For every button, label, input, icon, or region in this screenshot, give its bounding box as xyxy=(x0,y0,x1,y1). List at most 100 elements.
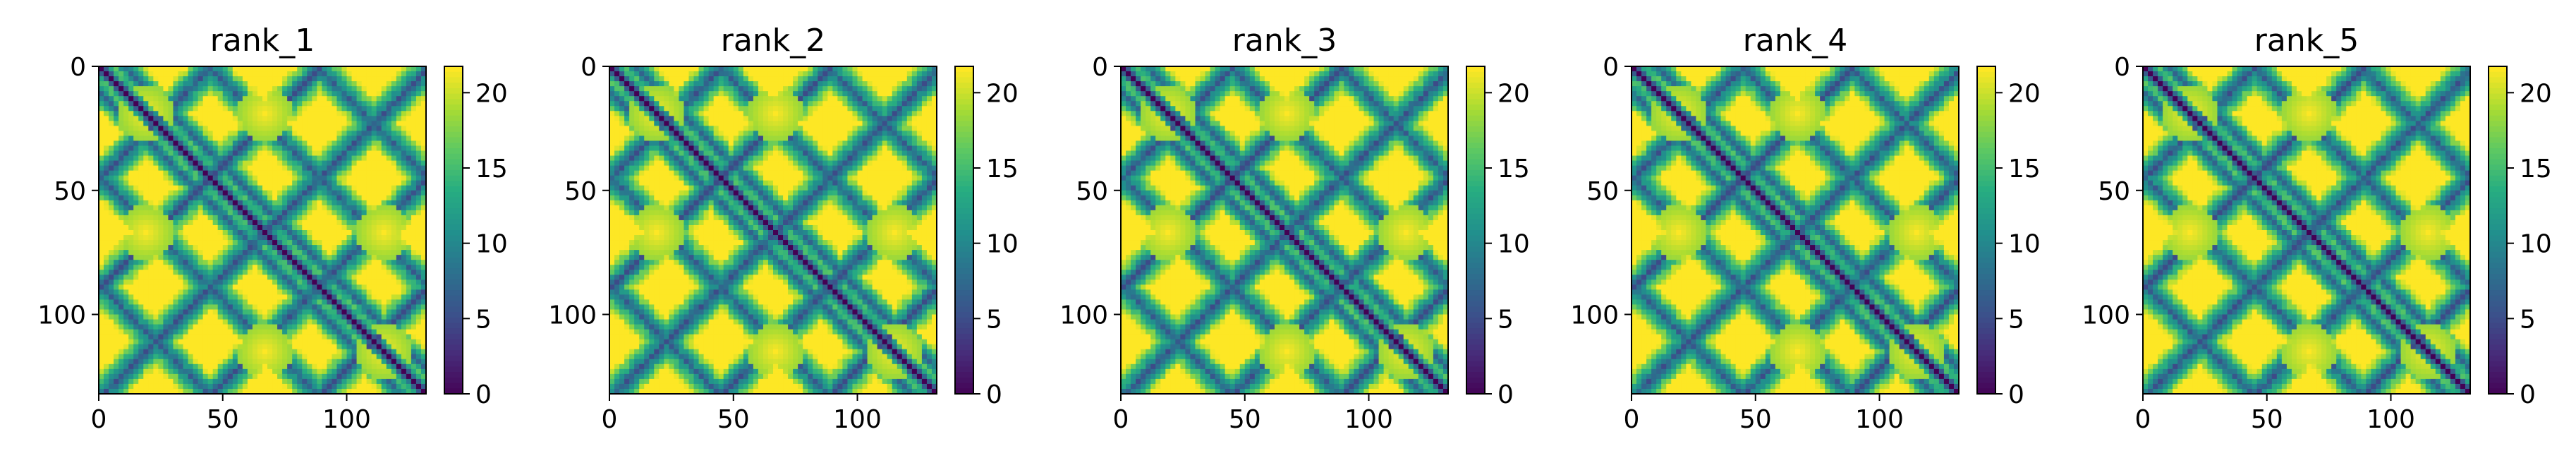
heatmap-cell xyxy=(242,101,248,107)
heatmap-cell xyxy=(624,106,630,112)
heatmap-cell xyxy=(822,71,828,77)
heatmap-cell xyxy=(262,270,268,275)
heatmap-cell xyxy=(262,190,268,196)
heatmap-cell xyxy=(119,270,124,275)
heatmap-cell xyxy=(262,359,268,365)
heatmap-cell xyxy=(282,106,288,112)
heatmap-cell xyxy=(217,284,224,290)
heatmap-cell xyxy=(133,190,139,196)
heatmap-cell xyxy=(198,185,204,191)
heatmap-cell xyxy=(262,309,268,315)
heatmap-cell xyxy=(123,66,129,72)
heatmap-cell xyxy=(420,334,427,340)
heatmap-cell xyxy=(282,284,288,290)
heatmap-cell xyxy=(302,121,308,126)
heatmap-cell xyxy=(366,314,372,320)
heatmap-cell xyxy=(267,205,273,211)
heatmap-cell xyxy=(148,205,154,211)
heatmap-cell xyxy=(173,165,179,172)
heatmap-cell xyxy=(788,71,794,77)
heatmap-cell xyxy=(351,235,358,241)
heatmap-cell xyxy=(277,131,283,137)
heatmap-cell xyxy=(693,86,700,92)
heatmap-cell xyxy=(158,215,164,221)
heatmap-cell xyxy=(109,205,114,211)
heatmap-cell xyxy=(277,275,283,280)
heatmap-cell xyxy=(361,245,367,251)
heatmap-cell xyxy=(420,363,427,370)
heatmap-cell xyxy=(381,329,387,335)
heatmap-cell xyxy=(778,96,784,102)
heatmap-cell xyxy=(371,121,377,126)
heatmap-cell xyxy=(183,220,189,226)
heatmap-cell xyxy=(183,111,189,116)
heatmap-cell xyxy=(178,354,184,360)
heatmap-cell xyxy=(282,279,288,285)
heatmap-cell xyxy=(114,190,119,196)
heatmap-cell xyxy=(272,175,278,181)
heatmap-cell xyxy=(212,145,219,152)
heatmap-cell xyxy=(307,205,312,211)
heatmap-cell xyxy=(415,349,422,355)
heatmap-cell xyxy=(148,101,154,107)
heatmap-cell xyxy=(420,96,427,102)
heatmap-cell xyxy=(183,235,189,241)
heatmap-cell xyxy=(317,126,322,131)
heatmap-cell xyxy=(143,309,149,315)
heatmap-cell xyxy=(247,86,253,92)
heatmap-cell xyxy=(415,334,422,340)
heatmap-cell xyxy=(267,224,273,231)
heatmap-cell xyxy=(753,91,759,97)
heatmap-cell xyxy=(178,359,184,365)
heatmap-cell xyxy=(420,314,427,320)
heatmap-cell xyxy=(723,101,729,107)
heatmap-cell xyxy=(366,116,372,121)
heatmap-cell xyxy=(332,180,338,186)
heatmap-cell xyxy=(109,334,114,340)
heatmap-cell xyxy=(252,111,258,116)
heatmap-cell xyxy=(277,140,283,147)
heatmap-cell xyxy=(767,86,774,92)
heatmap-cell xyxy=(138,165,144,172)
heatmap-cell xyxy=(237,140,243,147)
heatmap-cell xyxy=(356,220,363,226)
colorbar-segment xyxy=(444,83,463,89)
heatmap-cell xyxy=(232,170,238,176)
heatmap-cell xyxy=(406,314,412,320)
heatmap-cell xyxy=(341,275,348,280)
heatmap-cell xyxy=(183,136,189,142)
heatmap-cell xyxy=(202,66,209,72)
heatmap-cell xyxy=(371,378,377,385)
heatmap-cell xyxy=(163,388,169,395)
heatmap-cell xyxy=(158,363,164,370)
heatmap-cell xyxy=(257,190,263,196)
heatmap-cell xyxy=(366,66,372,72)
heatmap-cell xyxy=(634,101,640,107)
heatmap-cell xyxy=(104,240,109,246)
heatmap-cell xyxy=(857,101,863,107)
heatmap-cell xyxy=(237,101,243,107)
heatmap-cell xyxy=(158,334,164,340)
heatmap-cell xyxy=(99,160,104,167)
heatmap-cell xyxy=(411,329,417,335)
heatmap-cell xyxy=(872,101,878,107)
heatmap-cell xyxy=(232,260,238,265)
heatmap-cell xyxy=(227,190,233,196)
heatmap-cell xyxy=(332,121,338,126)
heatmap-cell xyxy=(302,349,308,355)
heatmap-cell xyxy=(659,91,664,97)
colorbar-segment xyxy=(444,153,463,160)
heatmap-cell xyxy=(168,160,174,167)
heatmap-cell xyxy=(371,76,377,82)
heatmap-cell xyxy=(217,299,224,306)
heatmap-cell xyxy=(287,388,293,395)
heatmap-cell xyxy=(723,91,729,97)
heatmap-cell xyxy=(386,279,392,285)
heatmap-cell xyxy=(808,66,813,72)
heatmap-cell xyxy=(376,235,382,241)
heatmap-cell xyxy=(109,220,114,226)
heatmap-cell xyxy=(415,388,422,395)
heatmap-cell xyxy=(386,354,392,360)
heatmap-cell xyxy=(312,289,317,295)
heatmap-cell xyxy=(114,165,119,172)
